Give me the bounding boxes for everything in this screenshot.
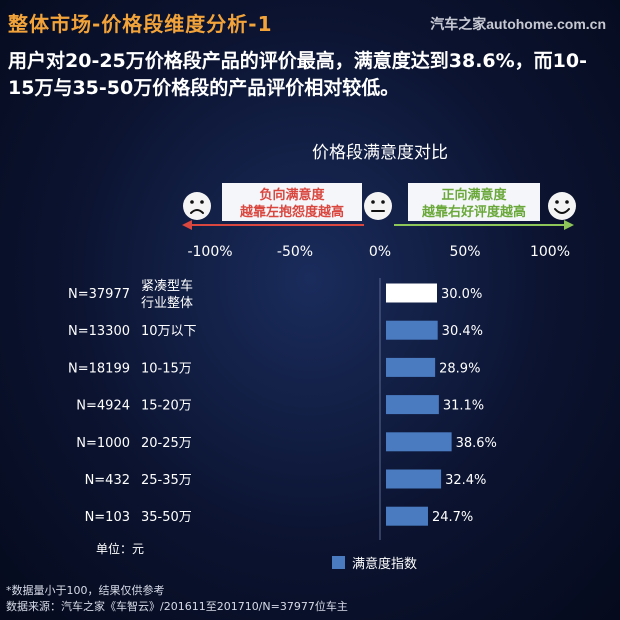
negative-label-box	[222, 183, 362, 221]
bar-3	[386, 395, 439, 415]
neutral-face-icon	[364, 192, 392, 220]
sample-size-label: N=4924	[76, 399, 130, 414]
bar-6	[386, 506, 428, 526]
bar-5	[386, 469, 442, 489]
bar-value-label: 38.6%	[456, 436, 497, 451]
bar-value-label: 28.9%	[439, 361, 480, 376]
positive-label-box	[408, 183, 540, 221]
positive-label-desc: 越靠右好评度越高	[421, 204, 526, 220]
positive-arrow-head	[564, 220, 574, 230]
x-tick-label: 100%	[530, 244, 570, 260]
x-tick-label: -50%	[277, 244, 313, 260]
category-label: 35-50万	[141, 510, 192, 525]
headline: 用户对20-25万价格段产品的评价最高，满意度达到38.6%，而10-15万与3…	[8, 50, 588, 99]
page-title: 整体市场-价格段维度分析-1	[8, 12, 273, 36]
x-tick-label: -100%	[187, 244, 232, 260]
category-label: 10-15万	[141, 361, 192, 376]
sample-size-label: N=103	[85, 510, 130, 525]
bar-1	[386, 320, 438, 340]
bar-0	[386, 283, 437, 303]
category-label: 20-25万	[141, 436, 192, 451]
category-label: 10万以下	[141, 324, 197, 339]
bar-value-label: 30.4%	[442, 324, 483, 339]
negative-arrow-head	[182, 220, 192, 230]
sample-size-label: N=432	[85, 473, 130, 488]
legend-label: 满意度指数	[352, 556, 417, 572]
sample-size-label: N=18199	[68, 361, 130, 376]
category-label: 紧凑型车	[141, 278, 193, 294]
sample-size-label: N=37977	[68, 287, 130, 302]
category-label: 15-20万	[141, 399, 192, 414]
happy-face-icon	[548, 192, 576, 220]
category-label: 25-35万	[141, 473, 192, 488]
bar-value-label: 24.7%	[432, 510, 473, 525]
footnote: *数据量小于100，结果仅供参考	[6, 584, 165, 597]
bar-value-label: 30.0%	[441, 287, 482, 302]
sample-size-label: N=13300	[68, 324, 130, 339]
bar-4	[386, 432, 452, 452]
bar-value-label: 31.1%	[443, 399, 484, 414]
negative-label-title: 负向满意度	[259, 187, 325, 203]
x-tick-label: 0%	[369, 244, 391, 260]
sample-size-label: N=1000	[76, 436, 130, 451]
negative-label-desc: 越靠左抱怨度越高	[239, 204, 344, 220]
watermark-logo: 汽车之家autohome.com.cn	[430, 16, 606, 32]
category-label: 行业整体	[141, 296, 193, 311]
x-tick-label: 50%	[449, 244, 480, 260]
legend-swatch	[332, 556, 345, 569]
bar-value-label: 32.4%	[445, 473, 486, 488]
positive-label-title: 正向满意度	[441, 187, 507, 203]
chart-title: 价格段满意度对比	[312, 143, 448, 163]
bar-2	[386, 357, 436, 377]
sad-face-icon	[183, 192, 211, 220]
data-source: 数据来源：汽车之家《车智云》/201611至201710/N=37977位车主	[6, 600, 348, 613]
unit-label: 单位：元	[96, 541, 144, 556]
